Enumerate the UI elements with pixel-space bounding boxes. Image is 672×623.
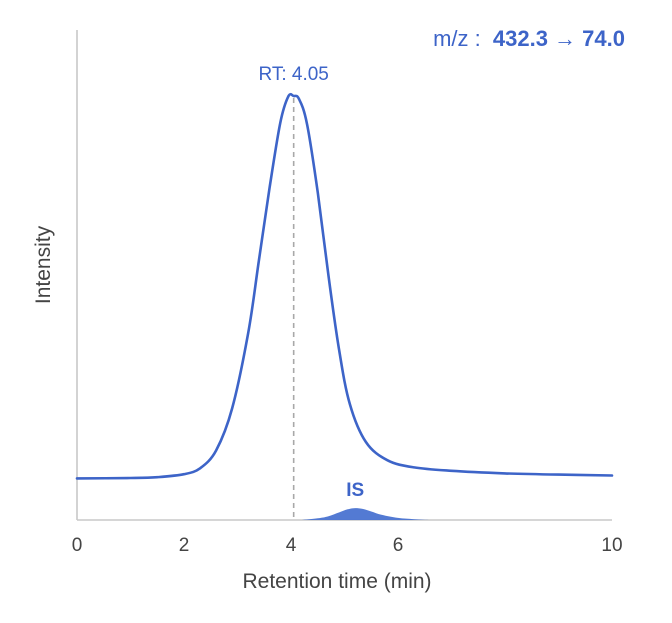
y-axis-title: Intensity [32, 225, 55, 304]
is-peak-area [301, 508, 431, 520]
x-axis-title: Retention time (min) [242, 570, 431, 593]
x-tick-label: 2 [179, 535, 190, 556]
rt-annotation: RT: 4.05 [258, 64, 328, 85]
transition-value: 432.3 → 74.0 [493, 26, 625, 51]
x-tick-label: 10 [601, 535, 622, 556]
plot-area: RT: 4.05 IS [75, 64, 614, 520]
x-tick-label: 6 [393, 535, 404, 556]
is-annotation: IS [346, 480, 364, 501]
x-tick-label: 0 [72, 535, 83, 556]
transition-label: m/z : 432.3 → 74.0 [433, 26, 625, 51]
analyte-trace-line [75, 92, 614, 480]
x-tick-label: 4 [286, 535, 297, 556]
x-tick-labels: 0 2 4 6 10 [72, 535, 623, 556]
transition-prefix: m/z : [433, 26, 481, 51]
